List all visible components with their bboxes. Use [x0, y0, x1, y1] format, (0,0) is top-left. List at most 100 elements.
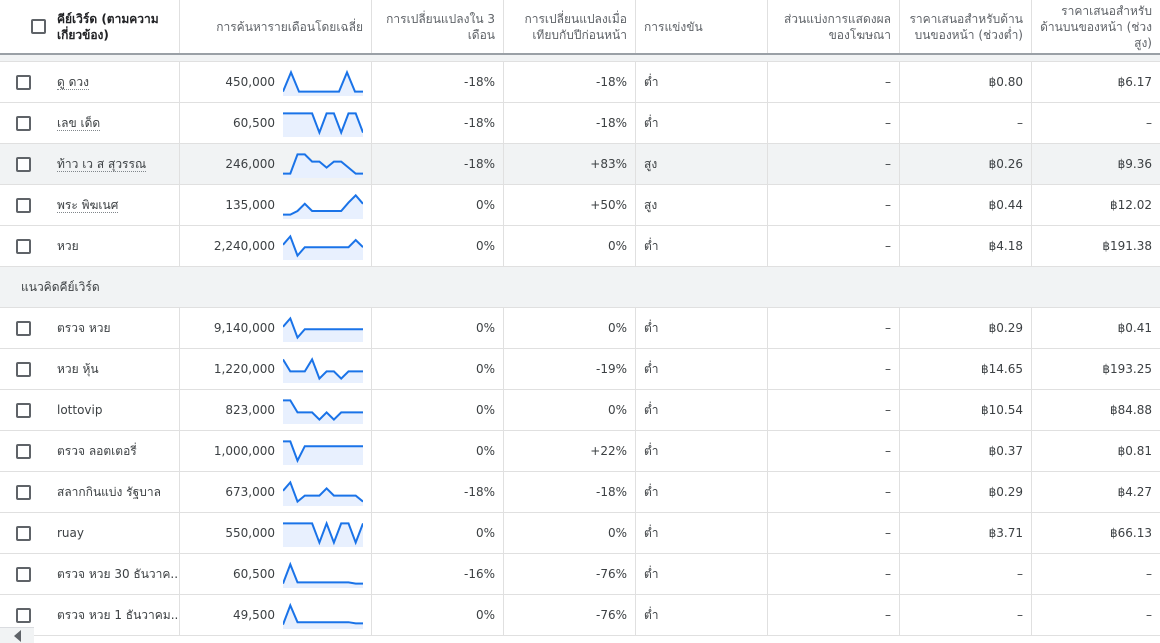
header-competition[interactable]: การแข่งขัน	[636, 0, 768, 53]
row-checkbox[interactable]	[15, 74, 31, 90]
table-row[interactable]: หวย 2,240,000 0% 0% ต่ำ – ฿4.18 ฿191.38	[0, 226, 1160, 267]
table-row[interactable]: สลากกินแบ่ง รัฐบาล 673,000 -18% -18% ต่ำ – ฿0.…	[0, 472, 1160, 513]
yoy-change: -76%	[595, 608, 627, 622]
header-impression-share[interactable]: ส่วนแบ่งการแสดงผลของโฆษณา	[768, 0, 900, 53]
trend-sparkline	[283, 153, 363, 178]
keyword-text[interactable]: ดู ดวง	[57, 74, 89, 90]
table-row[interactable]: ท้าว เว ส สุวรรณ 246,000 -18% +83% สูง – ฿0.26…	[0, 144, 1160, 185]
row-select-cell	[0, 226, 46, 266]
table-row[interactable]: lottovip 823,000 0% 0% ต่ำ – ฿10.54 ฿84.88	[0, 390, 1160, 431]
yoy-change-cell: -19%	[504, 349, 636, 389]
bid-low: ฿0.44	[988, 198, 1023, 212]
header-keyword[interactable]: คีย์เวิร์ด (ตามความเกี่ยวข้อง)	[46, 0, 180, 53]
table-row[interactable]: ruay 550,000 0% 0% ต่ำ – ฿3.71 ฿66.13	[0, 513, 1160, 554]
trend-line	[283, 316, 363, 340]
table-row[interactable]: ตรวจ หวย 9,140,000 0% 0% ต่ำ – ฿0.29 ฿0.41	[0, 308, 1160, 349]
keyword-text: ตรวจ หวย 30 ธันวาค...	[57, 566, 180, 581]
impression-share-cell: –	[768, 185, 900, 225]
scroll-left-button[interactable]	[0, 627, 34, 643]
three-month-change: 0%	[475, 444, 495, 458]
avg-monthly-value: 49,500	[233, 608, 275, 622]
header-avg-monthly[interactable]: การค้นหารายเดือนโดยเฉลี่ย	[180, 0, 372, 53]
row-checkbox[interactable]	[15, 566, 31, 582]
keyword-cell: ท้าว เว ส สุวรรณ	[46, 144, 180, 184]
bid-low-cell: ฿0.80	[900, 62, 1032, 102]
table-row[interactable]: ตรวจ หวย 30 ธันวาค... 60,500 -16% -76% ต่ำ – –…	[0, 554, 1160, 595]
table-row[interactable]: หวย หุ้น 1,220,000 0% -19% ต่ำ – ฿14.65 ฿193.25	[0, 349, 1160, 390]
impression-share-cell: –	[768, 144, 900, 184]
bid-low: ฿4.18	[988, 239, 1023, 253]
bid-high-cell: ฿0.81	[1032, 431, 1160, 471]
avg-monthly-value: 2,240,000	[213, 239, 275, 253]
yoy-change: -19%	[595, 362, 627, 376]
header-three-month-label: การเปลี่ยนแปลงใน 3 เดือน	[386, 11, 495, 42]
row-checkbox[interactable]	[15, 197, 31, 213]
trend-sparkline	[283, 602, 363, 629]
table-row[interactable]: ตรวจ ลอตเตอรี่ 1,000,000 0% +22% ต่ำ – ฿0.37 ฿0…	[0, 431, 1160, 472]
header-bid-low[interactable]: ราคาเสนอสำหรับด้านบนของหน้า (ช่วงต่ำ)	[900, 0, 1032, 53]
keyword-text[interactable]: ท้าว เว ส สุวรรณ	[57, 156, 147, 172]
keyword-text[interactable]: เลข เด็ด	[57, 115, 101, 131]
competition-level: ต่ำ	[644, 74, 659, 89]
impression-share: –	[885, 75, 891, 89]
table-row[interactable]: ดู ดวง 450,000 -18% -18% ต่ำ – ฿0.80 ฿6.17	[0, 62, 1160, 103]
trend-sparkline	[283, 440, 363, 465]
row-select-cell	[0, 431, 46, 471]
competition-level-cell: ต่ำ	[636, 513, 768, 553]
table-row[interactable]: ตรวจ หวย 1 ธันวาคม... 49,500 0% -76% ต่ำ – – –	[0, 595, 1160, 636]
avg-monthly-value: 135,000	[225, 198, 275, 212]
keyword-text: ตรวจ หวย 1 ธันวาคม...	[57, 607, 180, 622]
row-checkbox[interactable]	[15, 156, 31, 172]
row-checkbox[interactable]	[15, 115, 31, 131]
row-checkbox[interactable]	[15, 484, 31, 500]
trend-sparkline	[283, 69, 363, 96]
impression-share-cell: –	[768, 513, 900, 553]
row-checkbox[interactable]	[15, 525, 31, 541]
trend-sparkline	[283, 357, 363, 383]
bid-high-cell: ฿9.36	[1032, 144, 1160, 184]
row-checkbox[interactable]	[15, 402, 31, 418]
row-checkbox[interactable]	[15, 607, 31, 623]
three-month-change-cell: -18%	[372, 144, 504, 184]
impression-share-cell: –	[768, 554, 900, 594]
keyword-cell: lottovip	[46, 390, 180, 430]
keyword-text: หวย หุ้น	[57, 361, 99, 376]
bid-low-cell: ฿0.29	[900, 472, 1032, 512]
keyword-cell: ตรวจ หวย	[46, 308, 180, 348]
trend-sparkline	[283, 193, 363, 219]
avg-monthly-cell: 135,000	[180, 185, 372, 225]
trend-area	[283, 154, 363, 178]
keyword-text: หวย	[57, 238, 79, 253]
select-all-checkbox[interactable]	[31, 19, 46, 34]
keyword-cell: ตรวจ ลอตเตอรี่	[46, 431, 180, 471]
row-select-cell	[0, 62, 46, 102]
table-row[interactable]: เลข เด็ด 60,500 -18% -18% ต่ำ – – –	[0, 103, 1160, 144]
trend-line	[283, 480, 363, 504]
avg-monthly-value: 823,000	[225, 403, 275, 417]
bid-low-cell: –	[900, 554, 1032, 594]
header-avg-monthly-label: การค้นหารายเดือนโดยเฉลี่ย	[216, 19, 363, 34]
three-month-change: -18%	[463, 485, 495, 499]
header-three-month[interactable]: การเปลี่ยนแปลงใน 3 เดือน	[372, 0, 504, 53]
row-checkbox[interactable]	[15, 320, 31, 336]
competition-level: ต่ำ	[644, 566, 659, 581]
header-yoy[interactable]: การเปลี่ยนแปลงเมื่อเทียบกับปีก่อนหน้า	[504, 0, 636, 53]
row-select-cell	[0, 390, 46, 430]
keyword-text[interactable]: พระ พิฆเนศ	[57, 197, 119, 213]
header-bid-high[interactable]: ราคาเสนอสำหรับด้านบนของหน้า (ช่วงสูง)	[1032, 0, 1160, 53]
row-checkbox[interactable]	[15, 443, 31, 459]
row-checkbox[interactable]	[15, 361, 31, 377]
table-row[interactable]: พระ พิฆเนศ 135,000 0% +50% สูง – ฿0.44 ฿12.02	[0, 185, 1160, 226]
header-yoy-label: การเปลี่ยนแปลงเมื่อเทียบกับปีก่อนหน้า	[524, 11, 627, 42]
avg-monthly-value: 246,000	[225, 157, 275, 171]
competition-level: สูง	[644, 197, 658, 212]
bid-high: ฿191.38	[1102, 239, 1152, 253]
bid-low-cell: ฿0.26	[900, 144, 1032, 184]
avg-monthly-cell: 9,140,000	[180, 308, 372, 348]
trend-area	[283, 441, 363, 465]
bid-high: ฿84.88	[1110, 403, 1152, 417]
bid-high: –	[1146, 567, 1152, 581]
yoy-change: +50%	[590, 198, 627, 212]
row-checkbox[interactable]	[15, 238, 31, 254]
bid-low: ฿0.37	[988, 444, 1023, 458]
